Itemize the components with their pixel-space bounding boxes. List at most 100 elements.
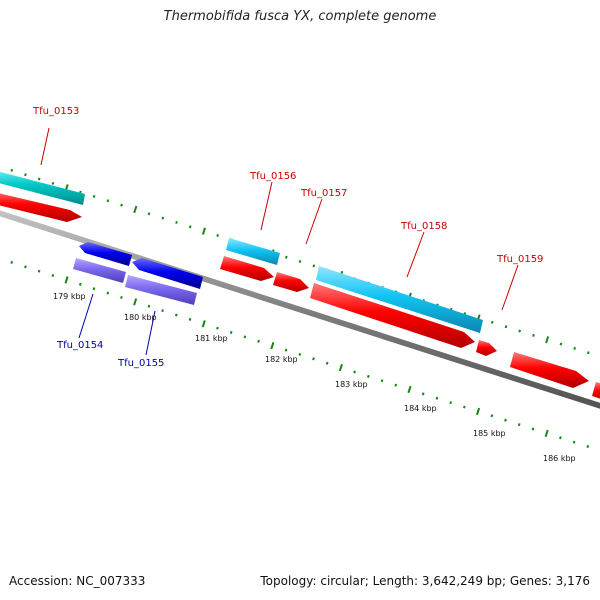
tick-mark xyxy=(353,370,356,374)
gene-tfu0155-bar[interactable] xyxy=(125,275,197,305)
leader-tfu0153 xyxy=(40,127,50,166)
tick-mark xyxy=(92,287,96,291)
gene-tfu0154-bar[interactable] xyxy=(73,258,126,283)
tick-mark xyxy=(572,440,576,444)
tick-mark xyxy=(120,296,123,299)
cds-tfu0158-arrow[interactable] xyxy=(310,283,475,348)
tick-mark xyxy=(106,291,110,295)
tick-mark xyxy=(367,374,370,378)
tick-mark xyxy=(298,353,302,356)
cds-tfu0154-arrow[interactable] xyxy=(79,242,132,266)
tick-mark xyxy=(10,260,14,264)
tick-mark xyxy=(216,326,219,330)
tick-mark xyxy=(120,203,123,207)
tick-mark xyxy=(532,333,535,337)
scale-label: 185 kbp xyxy=(473,429,506,438)
tick-mark xyxy=(175,220,178,224)
leader-tfu0154 xyxy=(78,293,94,339)
gene-label-tfu0155[interactable]: Tfu_0155 xyxy=(117,358,164,369)
genome-backbone xyxy=(0,210,600,409)
tick-mark xyxy=(161,309,164,313)
tick-mark xyxy=(51,181,55,185)
leader-tfu0155 xyxy=(145,310,156,356)
scale-labels: 179 kbp 180 kbp 181 kbp 182 kbp 183 kbp … xyxy=(53,292,576,463)
accession-text: Accession: NC_007333 xyxy=(9,574,146,588)
tick-mark xyxy=(476,407,481,416)
tick-mark xyxy=(338,363,343,372)
cds-tfu0157-arrow[interactable] xyxy=(273,272,309,292)
tick-mark xyxy=(312,357,315,361)
tick-mark xyxy=(270,342,275,350)
tick-mark xyxy=(559,342,563,346)
tick-mark xyxy=(10,168,14,172)
tick-mark xyxy=(201,227,206,235)
scale-label: 179 kbp xyxy=(53,292,86,301)
scale-label: 183 kbp xyxy=(335,380,368,389)
leader-tfu0159 xyxy=(501,264,519,311)
leader-tfu0158 xyxy=(406,231,425,278)
tick-mark xyxy=(216,234,219,237)
tick-mark xyxy=(298,260,302,263)
map-title: Thermobifida fusca YX, complete genome xyxy=(163,9,437,24)
tick-mark xyxy=(517,423,521,427)
tick-mark xyxy=(531,427,535,431)
tick-mark xyxy=(37,269,41,273)
tick-mark xyxy=(133,205,138,214)
cds-tfu0156-arrow[interactable] xyxy=(220,256,274,281)
tick-mark xyxy=(133,298,138,306)
tick-mark xyxy=(586,444,590,449)
genome-summary-text: Topology: circular; Length: 3,642,249 bp… xyxy=(260,574,590,588)
tick-mark xyxy=(394,383,398,387)
label-leaders xyxy=(40,127,519,356)
tick-mark xyxy=(64,276,69,284)
tick-mark xyxy=(312,264,316,268)
gene-label-tfu0157[interactable]: Tfu_0157 xyxy=(300,188,347,199)
tick-mark xyxy=(463,405,466,409)
gene-labels: Tfu_0153 Tfu_0154 Tfu_0155 Tfu_0156 Tfu_… xyxy=(32,106,543,369)
scale-label: 186 kbp xyxy=(543,454,576,463)
cds-tfu0155-arrow[interactable] xyxy=(132,258,203,289)
cds-next-arrow[interactable] xyxy=(592,382,600,402)
tick-mark xyxy=(51,274,55,277)
tick-mark xyxy=(325,361,329,365)
tick-mark xyxy=(449,401,452,405)
tick-mark xyxy=(229,330,233,335)
gene-label-tfu0154[interactable]: Tfu_0154 xyxy=(56,340,103,351)
tick-mark xyxy=(284,348,288,352)
tick-mark xyxy=(490,320,494,324)
tick-mark xyxy=(188,317,192,321)
tick-mark xyxy=(257,339,260,343)
tick-mark xyxy=(147,304,151,308)
tick-mark xyxy=(559,436,562,440)
gene-label-tfu0156[interactable]: Tfu_0156 xyxy=(249,171,296,182)
tick-mark xyxy=(284,255,288,259)
tick-mark xyxy=(161,216,165,220)
tick-mark xyxy=(106,199,110,203)
tick-mark xyxy=(174,313,178,317)
tick-mark xyxy=(24,173,27,177)
tick-mark xyxy=(78,282,82,286)
gene-tfu0158-bar[interactable] xyxy=(316,266,483,333)
tick-mark xyxy=(407,385,412,394)
tick-mark xyxy=(380,379,384,383)
tick-mark xyxy=(518,329,522,333)
tick-mark xyxy=(243,335,247,339)
gene-features xyxy=(0,168,600,402)
cds-tfu0153-arrow[interactable] xyxy=(0,190,82,222)
tick-marks xyxy=(0,162,590,449)
tick-mark xyxy=(435,396,439,400)
gene-label-tfu0153[interactable]: Tfu_0153 xyxy=(32,106,79,117)
gene-tfu0153-bar[interactable] xyxy=(0,168,85,205)
tick-mark xyxy=(147,212,151,216)
cds-small-arrow[interactable] xyxy=(476,340,497,356)
scale-label: 182 kbp xyxy=(265,355,298,364)
tick-mark xyxy=(24,265,27,269)
cds-tfu0159-arrow[interactable] xyxy=(510,352,589,388)
gene-label-tfu0159[interactable]: Tfu_0159 xyxy=(496,254,543,265)
gene-tfu0156-bar[interactable] xyxy=(226,238,280,265)
scale-label: 180 kbp xyxy=(124,313,157,322)
gene-label-tfu0158[interactable]: Tfu_0158 xyxy=(400,221,447,232)
tick-mark xyxy=(201,320,206,328)
